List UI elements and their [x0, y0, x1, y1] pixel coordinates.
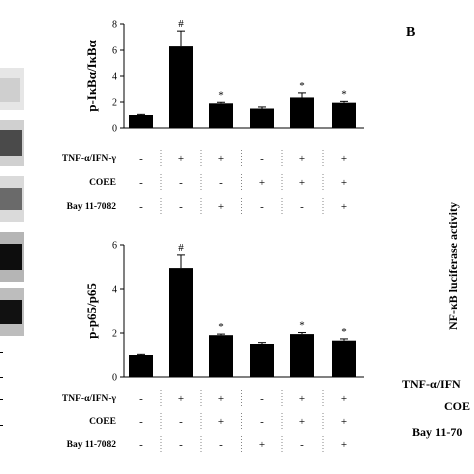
left-dashes: [0, 352, 3, 426]
treatment-sign: +: [259, 177, 265, 189]
right-table-label-3: Bay 11-70: [412, 425, 462, 439]
significance-marker: *: [299, 320, 305, 332]
treatment-sign: +: [299, 393, 305, 405]
treatment-sign: -: [179, 201, 183, 213]
treatment-row-label: TNF-α/IFN-γ: [62, 154, 117, 164]
right-table-label-1: TNF-α/IFN: [402, 377, 461, 391]
treatment-sign: +: [341, 201, 347, 213]
treatment-sign: -: [260, 393, 264, 405]
treatment-sign: -: [260, 201, 264, 213]
treatment-row-label: Bay 11-7082: [67, 440, 117, 450]
significance-marker: #: [178, 242, 184, 254]
treatment-sign: -: [300, 201, 304, 213]
treatment-sign: -: [139, 393, 143, 405]
blot-band-3-core: [0, 188, 22, 210]
right-table-label-2: COE: [444, 399, 470, 413]
treatment-sign: +: [218, 153, 224, 165]
bar: [169, 46, 193, 128]
y-tick-label: 4: [112, 72, 117, 83]
bar: [169, 268, 193, 377]
y-tick-label: 2: [112, 98, 117, 109]
treatment-sign: +: [341, 416, 347, 428]
bar: [250, 108, 274, 128]
significance-marker: *: [218, 89, 224, 101]
treatment-sign: -: [139, 153, 143, 165]
treatment-sign: +: [341, 439, 347, 451]
treatment-sign: -: [219, 439, 223, 451]
y-tick-label: 8: [112, 20, 117, 31]
blot-band-1-core: [0, 78, 20, 102]
treatment-sign: -: [179, 416, 183, 428]
treatment-sign: +: [341, 393, 347, 405]
treatment-sign: -: [219, 177, 223, 189]
y-tick-label: 6: [112, 46, 117, 57]
bar: [332, 340, 356, 377]
treatment-sign: +: [341, 153, 347, 165]
treatment-row-label: TNF-α/IFN-γ: [62, 394, 117, 404]
blot-band-5-core: [0, 300, 22, 324]
treatment-row-label: Bay 11-7082: [67, 202, 117, 212]
blot-band-4-core: [0, 244, 22, 270]
treatment-sign: +: [299, 153, 305, 165]
bar: [332, 102, 356, 128]
bar: [290, 334, 314, 377]
y-axis-label: p-IκBα/IκBα: [84, 39, 99, 111]
bar: [209, 103, 233, 128]
y-tick-label: 4: [112, 285, 117, 296]
treatment-sign: -: [139, 201, 143, 213]
treatment-sign: +: [299, 416, 305, 428]
y-tick-label: 0: [112, 124, 117, 135]
bar: [129, 115, 153, 128]
panel-b-label: B: [406, 25, 415, 40]
y-axis-label: p-p65/p65: [84, 283, 99, 339]
right-axis-label: NF-κB luciferase activity: [446, 202, 460, 330]
treatment-sign: -: [300, 439, 304, 451]
treatment-sign: +: [299, 177, 305, 189]
bar: [129, 355, 153, 377]
treatment-sign: +: [178, 153, 184, 165]
bar: [250, 344, 274, 377]
treatment-sign: +: [218, 393, 224, 405]
treatment-sign: -: [139, 416, 143, 428]
y-tick-label: 6: [112, 241, 117, 252]
significance-marker: *: [341, 326, 347, 338]
chart-p-p65: 0 2 4 6 p-p65/p65 # * * * TNF-α/IFN-γ - + + - + + COEE - -…: [62, 241, 364, 452]
treatment-sign: -: [260, 153, 264, 165]
treatment-sign: +: [341, 177, 347, 189]
treatment-sign: +: [218, 201, 224, 213]
significance-marker: *: [218, 321, 224, 333]
treatment-sign: +: [178, 393, 184, 405]
treatment-sign: +: [259, 439, 265, 451]
blot-band-2-core: [0, 130, 22, 156]
treatment-row-label: COEE: [89, 417, 116, 427]
significance-marker: *: [299, 80, 305, 92]
treatment-sign: -: [260, 416, 264, 428]
treatment-row-label: COEE: [89, 178, 116, 188]
western-blot-strips: [0, 68, 24, 336]
bar: [209, 335, 233, 377]
y-tick-label: 2: [112, 329, 117, 340]
treatment-sign: -: [139, 439, 143, 451]
y-tick-label: 0: [112, 373, 117, 384]
treatment-sign: +: [218, 416, 224, 428]
treatment-sign: -: [179, 177, 183, 189]
treatment-sign: -: [179, 439, 183, 451]
bar: [290, 97, 314, 128]
significance-marker: #: [178, 18, 184, 30]
treatment-sign: -: [139, 177, 143, 189]
significance-marker: *: [341, 88, 347, 100]
chart-p-ikba: 0 2 4 6 8 p-IκBα/IκBα # * * * TNF-α/IFN-γ - + + - + + COE…: [62, 18, 364, 214]
